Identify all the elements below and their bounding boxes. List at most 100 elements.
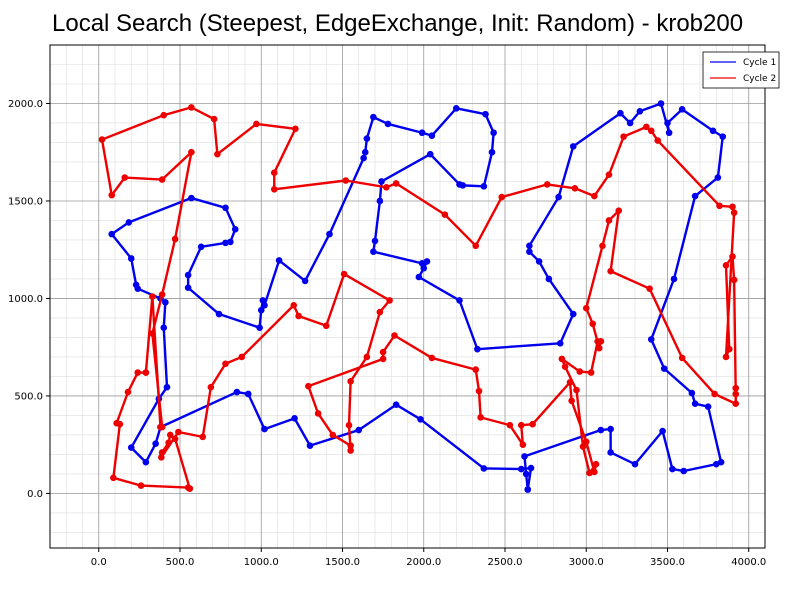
series-2-point — [576, 368, 584, 375]
series-2-segment — [531, 381, 572, 426]
series-1-segment — [663, 367, 694, 395]
series-1-point — [521, 453, 528, 460]
series-1-segment — [609, 451, 637, 466]
series-2-point — [568, 397, 575, 405]
series-2-segment — [273, 179, 347, 191]
series-2-segment — [190, 106, 216, 121]
series-1-point — [256, 324, 263, 331]
series-2-point — [222, 360, 229, 368]
series-2-segment — [160, 151, 193, 181]
series-2-point — [376, 308, 384, 316]
series-1-point — [127, 255, 135, 262]
series-2-point — [322, 322, 330, 330]
series-2-point — [214, 150, 221, 158]
series-2-segment — [500, 183, 549, 199]
series-2-point — [340, 270, 348, 278]
series-2-point — [391, 332, 398, 339]
series-2-point — [166, 431, 174, 439]
series-1-segment — [365, 115, 375, 140]
x-tick-label: 2000.0 — [406, 557, 441, 568]
series-1-point — [597, 426, 605, 434]
series-1-point — [714, 174, 722, 181]
series-1-point — [222, 204, 229, 212]
series-2-point — [379, 348, 387, 356]
series-1-point — [526, 242, 533, 250]
series-1-point — [657, 100, 665, 107]
series-2-segment — [173, 151, 193, 241]
series-1-segment — [661, 429, 674, 471]
series-2-segment — [151, 295, 162, 429]
series-2-segment — [593, 173, 611, 198]
series-1-point — [555, 193, 562, 201]
series-1-point — [545, 275, 553, 283]
series-2-point — [729, 203, 736, 211]
series-1-segment — [190, 196, 227, 209]
series-2-point — [620, 133, 627, 140]
series-1-segment — [357, 403, 398, 432]
series-2-point — [386, 297, 393, 304]
series-2-point — [722, 262, 730, 269]
series-1-point — [480, 465, 488, 472]
series-2-point — [589, 320, 597, 328]
series-2-point — [716, 202, 723, 210]
series-1-point — [127, 444, 135, 451]
series-1-segment — [537, 260, 551, 281]
series-1-point — [490, 129, 497, 137]
series-2-point — [543, 181, 551, 188]
series-1-segment — [458, 299, 479, 351]
series-2-point — [597, 338, 605, 345]
series-1-point — [378, 178, 385, 185]
series-1-segment — [224, 206, 237, 231]
series-2-point — [270, 185, 278, 193]
series-2-segment — [474, 368, 481, 393]
series-2-segment — [607, 135, 625, 176]
series-1-point — [423, 258, 431, 265]
series-2-segment — [126, 371, 139, 394]
series-1-segment — [680, 108, 715, 132]
series-1-segment — [386, 122, 424, 134]
series-1-segment — [461, 184, 486, 188]
series-1-point — [291, 415, 298, 422]
series-1-point — [371, 237, 379, 245]
series-1-segment — [263, 417, 296, 431]
series-2-point — [158, 449, 166, 456]
y-axis-ticks: 0.0 500.0 1000.0 1500.0 2000.0 — [8, 99, 50, 500]
series-2-segment — [216, 122, 258, 156]
series-1-segment — [547, 277, 575, 316]
series-1-point — [376, 197, 384, 205]
series-1-point — [678, 106, 686, 113]
series-1-segment — [455, 107, 487, 116]
series-2-point — [595, 344, 603, 352]
series-2-point — [573, 386, 580, 394]
series-1-segment — [380, 152, 432, 183]
series-1-point — [522, 470, 530, 478]
series-2-segment — [112, 422, 122, 480]
series-1-segment — [110, 232, 133, 260]
legend-box — [702, 51, 780, 89]
series-1-point — [370, 113, 377, 121]
chart-title: Local Search (Steepest, EdgeExchange, In… — [52, 10, 744, 37]
series-2-point — [270, 169, 278, 176]
series-2-segment — [724, 211, 736, 359]
series-1-point — [363, 135, 371, 142]
series-1-point — [526, 248, 533, 255]
series-2-point — [295, 312, 302, 320]
series-1-segment — [186, 245, 203, 277]
series-1-segment — [247, 392, 266, 431]
x-tick-label: 1500.0 — [325, 557, 360, 568]
series-1-point — [132, 281, 140, 289]
series-2-segment — [297, 314, 328, 327]
series-1-point — [569, 143, 577, 150]
series-1-point — [108, 230, 116, 238]
series-1-segment — [263, 259, 281, 307]
series-2-point — [607, 267, 614, 275]
series-2-point — [475, 387, 483, 395]
series-1-segment — [159, 390, 239, 429]
series-2-point — [149, 330, 156, 337]
series-1-point — [125, 219, 133, 226]
series-1-point — [452, 105, 460, 112]
series-2-point — [116, 420, 124, 428]
series-2-segment — [563, 365, 578, 392]
series-2-point — [711, 390, 718, 398]
y-tick-label: 1500.0 — [8, 196, 43, 207]
